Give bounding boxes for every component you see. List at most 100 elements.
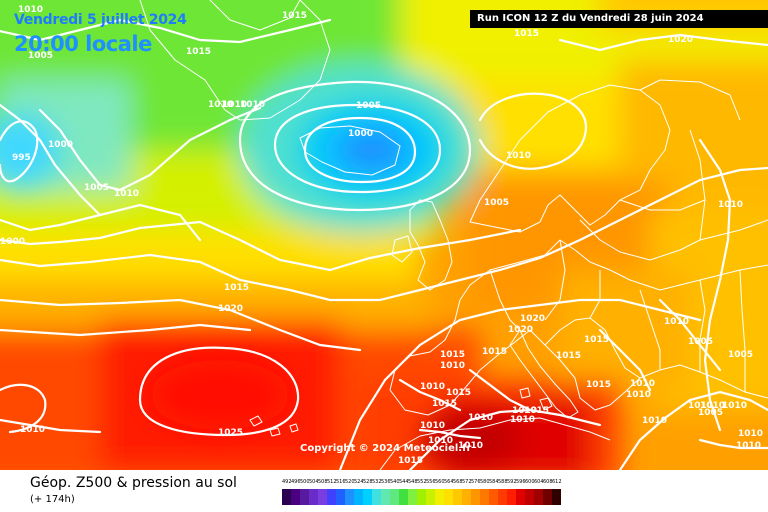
scale-value: 524: [354, 479, 363, 485]
scale-swatch: [390, 489, 399, 505]
isobar-label: 1010: [718, 200, 743, 210]
scale-swatch: [291, 489, 300, 505]
scale-swatch: [336, 489, 345, 505]
isobar-label: 1015: [224, 283, 249, 293]
isobar-label: 1010: [208, 100, 233, 110]
isobar-label: 1010: [420, 382, 445, 392]
isobar-label: 1010: [738, 429, 763, 439]
scale-value: 596: [516, 479, 525, 485]
scale-value: 528: [363, 479, 372, 485]
isobar-label: 1010: [630, 379, 655, 389]
scale-swatch: [543, 489, 552, 505]
isobar-label: 1020: [668, 35, 693, 45]
scale-value: 564: [444, 479, 453, 485]
scale-value: 592: [507, 479, 516, 485]
color-scale: 492 496 500 504 508 512 516 520 524 528 532 536 540 5…: [282, 478, 750, 506]
scale-value: 504: [309, 479, 318, 485]
isobar-label: 1010: [440, 361, 465, 371]
isobar-label: 1000: [0, 237, 25, 247]
scale-swatch: [489, 489, 498, 505]
scale-swatch: [327, 489, 336, 505]
isobar-label: 1015: [556, 351, 581, 361]
scale-swatch: [282, 489, 291, 505]
isobar-label: 1010: [626, 390, 651, 400]
scale-value: 500: [300, 479, 309, 485]
scale-value: 600: [525, 479, 534, 485]
isobar-label: 1010: [222, 100, 247, 110]
isobar-label: 1010: [458, 441, 483, 451]
scale-swatch: [363, 489, 372, 505]
isobar-label: 1010: [468, 413, 493, 423]
scale-swatch: [480, 489, 489, 505]
map-canvas: 1010 1015 1015 1015 1020 1005 1010 1010 …: [0, 0, 768, 470]
isobar-label: 1015: [432, 399, 457, 409]
scale-swatch: [525, 489, 534, 505]
isobar-label: 995: [12, 153, 31, 163]
scale-swatch: [552, 489, 561, 505]
isobar-label: 1010: [428, 436, 453, 446]
scale-value: 508: [318, 479, 327, 485]
scale-value: 516: [336, 479, 345, 485]
isobar-label: 1005: [728, 350, 753, 360]
model-run-label: Run ICON 12 Z du Vendredi 28 juin 2024: [470, 10, 768, 28]
scale-swatch: [309, 489, 318, 505]
isobar-label: 1020: [218, 304, 243, 314]
isobar-label: 1005: [28, 51, 53, 61]
scale-value: 608: [543, 479, 552, 485]
isobar-label: 1005: [688, 337, 713, 347]
scale-swatch: [372, 489, 381, 505]
isobar-label: 1010: [240, 100, 265, 110]
scale-swatch: [408, 489, 417, 505]
scale-swatch: [426, 489, 435, 505]
isobar-label: 1015: [524, 406, 549, 416]
isobar-label: 1010: [420, 421, 445, 431]
isobar-label: 1020: [508, 325, 533, 335]
scale-swatch: [471, 489, 480, 505]
isobar-label: 1010: [722, 401, 747, 411]
scale-value: 612: [552, 479, 561, 485]
scale-value: 548: [408, 479, 417, 485]
scale-value: 580: [480, 479, 489, 485]
isobar-label: 1020: [520, 314, 545, 324]
scale-swatch: [345, 489, 354, 505]
scale-value: 536: [381, 479, 390, 485]
scale-value: 604: [534, 479, 543, 485]
scale-swatch: [462, 489, 471, 505]
copyright-notice: Copyright © 2024 Meteociel.fr: [300, 443, 472, 454]
isobar-label: 1015: [482, 347, 507, 357]
scale-swatch: [300, 489, 309, 505]
isobar-label: 1010: [506, 151, 531, 161]
scale-value: 520: [345, 479, 354, 485]
isobar-label: 1015: [584, 335, 609, 345]
isobar-label: 1010: [18, 5, 43, 15]
isobar-label: 1010: [688, 401, 713, 411]
isobar-label: 1000: [48, 140, 73, 150]
scale-swatch: [516, 489, 525, 505]
isobar-label: 1015: [446, 388, 471, 398]
isobar-label: 1000: [348, 129, 373, 139]
legend-panel: Géop. Z500 & pression au sol (+ 174h) 49…: [0, 470, 768, 512]
isobar-label: 1010: [512, 406, 537, 416]
isobar-label: 1015: [398, 456, 423, 466]
scale-swatch: [381, 489, 390, 505]
scale-value: 576: [471, 479, 480, 485]
isobar-label: 1025: [218, 428, 243, 438]
legend-title: Géop. Z500 & pression au sol: [30, 475, 237, 491]
scale-swatch: [318, 489, 327, 505]
scale-value: 584: [489, 479, 498, 485]
isobar-label: 1015: [440, 350, 465, 360]
isobar-label: 1010: [642, 416, 667, 426]
isobar-label: 1005: [356, 101, 381, 111]
scale-value: 588: [498, 479, 507, 485]
isobar-label: 1015: [282, 11, 307, 21]
legend-subtitle: (+ 174h): [30, 494, 75, 505]
scale-value: 532: [372, 479, 381, 485]
isobar-label: 1010: [664, 317, 689, 327]
isobar-label: 1005: [698, 408, 723, 418]
scale-swatch: [354, 489, 363, 505]
isobars: [0, 18, 768, 470]
isobar-label: 1010: [700, 401, 725, 411]
scale-value: 560: [435, 479, 444, 485]
scale-swatch: [453, 489, 462, 505]
scale-swatch: [435, 489, 444, 505]
